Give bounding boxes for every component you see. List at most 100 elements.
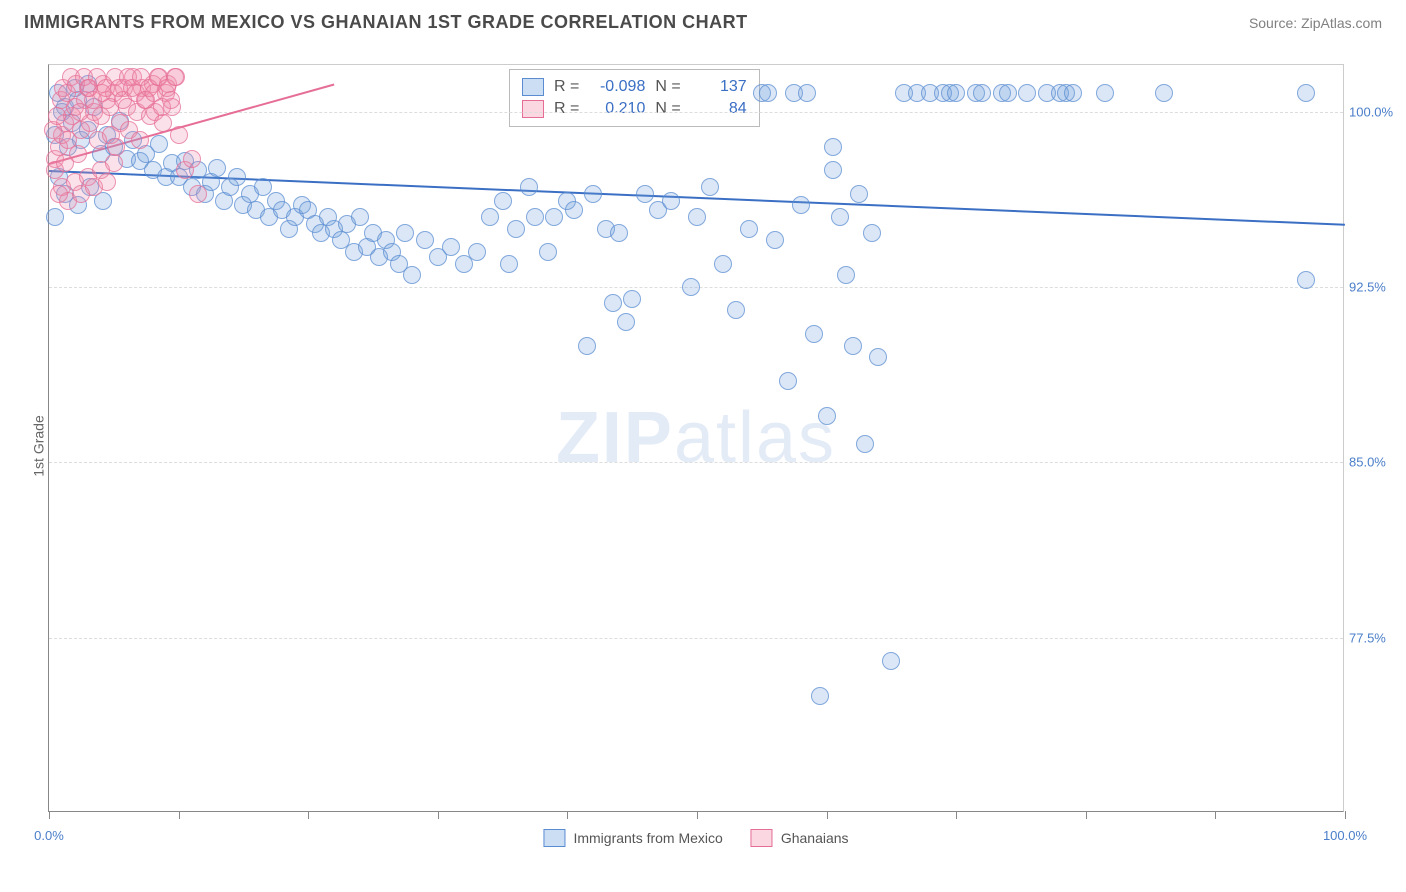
- x-tick: [567, 811, 568, 819]
- gridline-h: [49, 112, 1343, 113]
- scatter-point: [189, 185, 207, 203]
- legend-row-series2: R = 0.210 N = 84: [522, 98, 747, 120]
- legend-row-series1: R = -0.098 N = 137: [522, 76, 747, 98]
- y-tick-label: 77.5%: [1349, 630, 1401, 645]
- scatter-point: [818, 407, 836, 425]
- bottom-legend-label-2: Ghanaians: [781, 830, 849, 846]
- n-label: N =: [655, 78, 680, 96]
- scatter-point: [403, 266, 421, 284]
- scatter-point: [831, 208, 849, 226]
- chart-source: Source: ZipAtlas.com: [1249, 15, 1382, 31]
- scatter-point: [844, 337, 862, 355]
- bottom-legend-item-2: Ghanaians: [751, 829, 849, 847]
- scatter-point: [131, 131, 149, 149]
- scatter-point: [351, 208, 369, 226]
- scatter-point: [578, 337, 596, 355]
- r-label: R =: [554, 100, 579, 118]
- scatter-point: [727, 301, 745, 319]
- bottom-legend-item-1: Immigrants from Mexico: [543, 829, 722, 847]
- scatter-point: [824, 161, 842, 179]
- series1-n-value: 137: [691, 78, 747, 96]
- scatter-point: [617, 313, 635, 331]
- scatter-point: [105, 154, 123, 172]
- swatch-blue: [522, 78, 544, 96]
- bottom-legend: Immigrants from Mexico Ghanaians: [543, 829, 848, 847]
- plot-area: ZIPatlas R = -0.098 N = 137 R = 0.210 N …: [48, 64, 1344, 812]
- x-tick: [827, 811, 828, 819]
- scatter-point: [688, 208, 706, 226]
- scatter-point: [107, 138, 125, 156]
- scatter-point: [442, 238, 460, 256]
- scatter-point: [56, 154, 74, 172]
- scatter-point: [170, 126, 188, 144]
- scatter-point: [98, 173, 116, 191]
- scatter-point: [779, 372, 797, 390]
- scatter-point: [183, 150, 201, 168]
- scatter-point: [500, 255, 518, 273]
- scatter-point: [228, 168, 246, 186]
- scatter-point: [48, 107, 66, 125]
- scatter-point: [714, 255, 732, 273]
- scatter-point: [1096, 84, 1114, 102]
- swatch-blue: [543, 829, 565, 847]
- bottom-legend-label-1: Immigrants from Mexico: [573, 830, 722, 846]
- scatter-point: [150, 135, 168, 153]
- scatter-point: [837, 266, 855, 284]
- scatter-point: [863, 224, 881, 242]
- scatter-point: [545, 208, 563, 226]
- scatter-point: [850, 185, 868, 203]
- scatter-point: [565, 201, 583, 219]
- scatter-point: [50, 185, 68, 203]
- scatter-point: [526, 208, 544, 226]
- y-tick-label: 100.0%: [1349, 104, 1401, 119]
- series1-r-value: -0.098: [589, 78, 645, 96]
- scatter-point: [1018, 84, 1036, 102]
- scatter-point: [882, 652, 900, 670]
- scatter-point: [805, 325, 823, 343]
- scatter-point: [766, 231, 784, 249]
- scatter-point: [539, 243, 557, 261]
- scatter-point: [701, 178, 719, 196]
- scatter-point: [46, 208, 64, 226]
- x-tick: [438, 811, 439, 819]
- x-tick: [1086, 811, 1087, 819]
- gridline-h: [49, 462, 1343, 463]
- x-tick: [956, 811, 957, 819]
- scatter-point: [792, 196, 810, 214]
- gridline-h: [49, 638, 1343, 639]
- watermark-atlas: atlas: [674, 398, 836, 478]
- x-tick: [308, 811, 309, 819]
- scatter-point: [623, 290, 641, 308]
- scatter-point: [1064, 84, 1082, 102]
- scatter-point: [494, 192, 512, 210]
- scatter-point: [166, 68, 184, 86]
- scatter-point: [468, 243, 486, 261]
- y-tick-label: 85.0%: [1349, 455, 1401, 470]
- scatter-point: [1297, 84, 1315, 102]
- series2-n-value: 84: [691, 100, 747, 118]
- scatter-point: [798, 84, 816, 102]
- scatter-point: [1297, 271, 1315, 289]
- x-tick: [179, 811, 180, 819]
- correlation-legend-box: R = -0.098 N = 137 R = 0.210 N = 84: [509, 69, 760, 127]
- r-label: R =: [554, 78, 579, 96]
- chart-title: IMMIGRANTS FROM MEXICO VS GHANAIAN 1ST G…: [24, 12, 748, 33]
- scatter-point: [869, 348, 887, 366]
- scatter-point: [1155, 84, 1173, 102]
- swatch-pink: [751, 829, 773, 847]
- scatter-point: [973, 84, 991, 102]
- scatter-point: [584, 185, 602, 203]
- scatter-point: [396, 224, 414, 242]
- scatter-point: [811, 687, 829, 705]
- scatter-point: [604, 294, 622, 312]
- watermark-zip: ZIP: [556, 398, 674, 478]
- scatter-point: [636, 185, 654, 203]
- x-tick-label: 100.0%: [1323, 828, 1367, 843]
- scatter-point: [856, 435, 874, 453]
- swatch-pink: [522, 100, 544, 118]
- y-axis-label: 1st Grade: [31, 415, 47, 476]
- x-tick: [49, 811, 50, 819]
- scatter-point: [610, 224, 628, 242]
- x-tick: [697, 811, 698, 819]
- x-tick-label: 0.0%: [34, 828, 64, 843]
